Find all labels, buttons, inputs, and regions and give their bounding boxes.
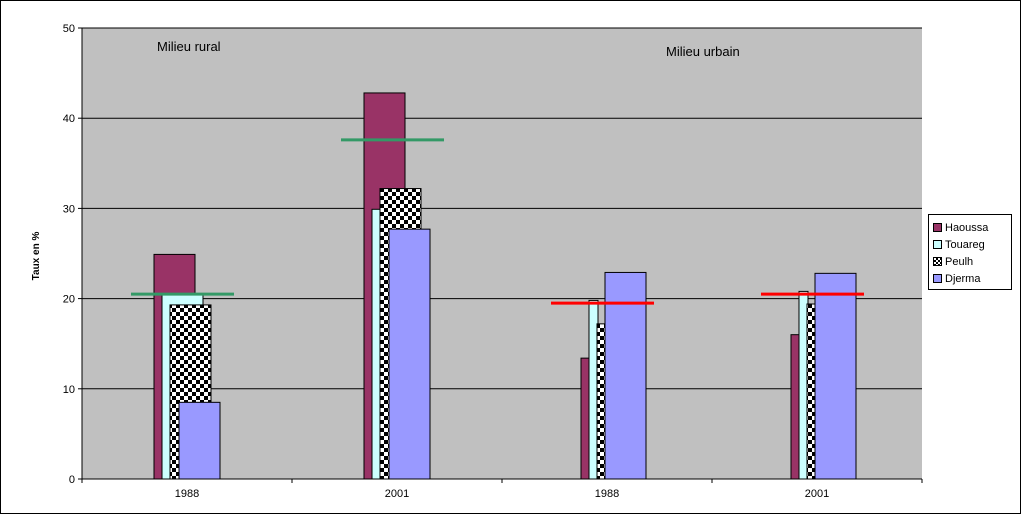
y-tick-label: 50: [63, 23, 75, 35]
y-tick-label: 40: [63, 113, 75, 125]
annotation-urban: Milieu urbain: [666, 44, 740, 59]
bar-djerma: [178, 401, 221, 480]
legend-item-djerma: Djerma: [933, 270, 1011, 287]
bar-djerma: [814, 272, 857, 480]
x-tick-label: 1988: [175, 488, 199, 500]
legend-label: Haoussa: [945, 221, 989, 234]
legend-swatch: [933, 223, 942, 232]
x-tick-label: 2001: [805, 488, 829, 500]
bar-djerma: [604, 271, 647, 480]
bar-djerma: [388, 228, 431, 480]
y-tick-label: 10: [63, 384, 75, 396]
legend-swatch: [933, 257, 942, 266]
legend-item-haoussa: Haoussa: [933, 219, 1011, 236]
y-tick-label: 0: [69, 474, 75, 486]
legend-item-touareg: Touareg: [933, 236, 1011, 253]
legend-swatch: [933, 240, 942, 249]
y-tick-label: 30: [63, 203, 75, 215]
legend-label: Peulh: [945, 255, 974, 268]
legend-label: Touareg: [945, 238, 985, 251]
legend: Haoussa Touareg Peulh Djerma: [928, 214, 1012, 290]
legend-swatch: [933, 274, 942, 283]
annotation-rural: Milieu rural: [157, 39, 221, 54]
y-axis-label: Taux en %: [31, 232, 42, 281]
x-tick-label: 2001: [385, 488, 409, 500]
y-tick-label: 20: [63, 294, 75, 306]
legend-item-peulh: Peulh: [933, 253, 1011, 270]
legend-label: Djerma: [945, 272, 981, 285]
x-tick-label: 1988: [595, 488, 619, 500]
plot-area: [82, 28, 922, 479]
